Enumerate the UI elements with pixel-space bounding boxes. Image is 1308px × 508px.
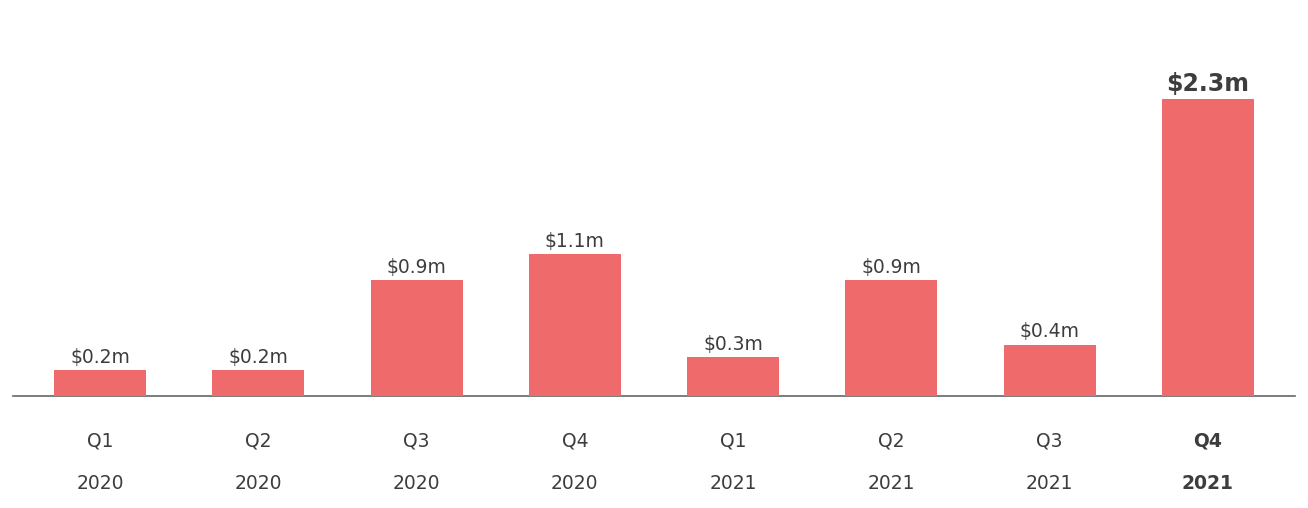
Bar bbox=[528, 254, 621, 396]
Bar bbox=[370, 280, 463, 396]
Text: $0.2m: $0.2m bbox=[229, 348, 288, 367]
Text: 2021: 2021 bbox=[867, 474, 916, 493]
Bar bbox=[1003, 344, 1096, 396]
Text: $0.4m: $0.4m bbox=[1020, 322, 1079, 341]
Bar bbox=[212, 370, 305, 396]
Bar bbox=[687, 358, 780, 396]
Text: Q2: Q2 bbox=[245, 432, 272, 451]
Bar bbox=[1162, 99, 1254, 396]
Text: Q3: Q3 bbox=[403, 432, 430, 451]
Text: Q2: Q2 bbox=[878, 432, 905, 451]
Text: 2020: 2020 bbox=[234, 474, 283, 493]
Text: $2.3m: $2.3m bbox=[1167, 72, 1249, 96]
Text: $0.2m: $0.2m bbox=[71, 348, 129, 367]
Text: Q1: Q1 bbox=[719, 432, 747, 451]
Text: Q4: Q4 bbox=[1193, 432, 1222, 451]
Text: 2021: 2021 bbox=[1182, 474, 1233, 493]
Text: 2020: 2020 bbox=[392, 474, 441, 493]
Text: Q4: Q4 bbox=[561, 432, 589, 451]
Text: 2020: 2020 bbox=[76, 474, 124, 493]
Text: 2020: 2020 bbox=[551, 474, 599, 493]
Text: 2021: 2021 bbox=[709, 474, 757, 493]
Text: Q3: Q3 bbox=[1036, 432, 1063, 451]
Text: $0.3m: $0.3m bbox=[704, 335, 763, 354]
Text: $0.9m: $0.9m bbox=[862, 258, 921, 277]
Bar bbox=[54, 370, 146, 396]
Text: 2021: 2021 bbox=[1025, 474, 1074, 493]
Bar bbox=[845, 280, 938, 396]
Text: Q1: Q1 bbox=[86, 432, 114, 451]
Text: $1.1m: $1.1m bbox=[545, 232, 604, 251]
Text: $0.9m: $0.9m bbox=[387, 258, 446, 277]
